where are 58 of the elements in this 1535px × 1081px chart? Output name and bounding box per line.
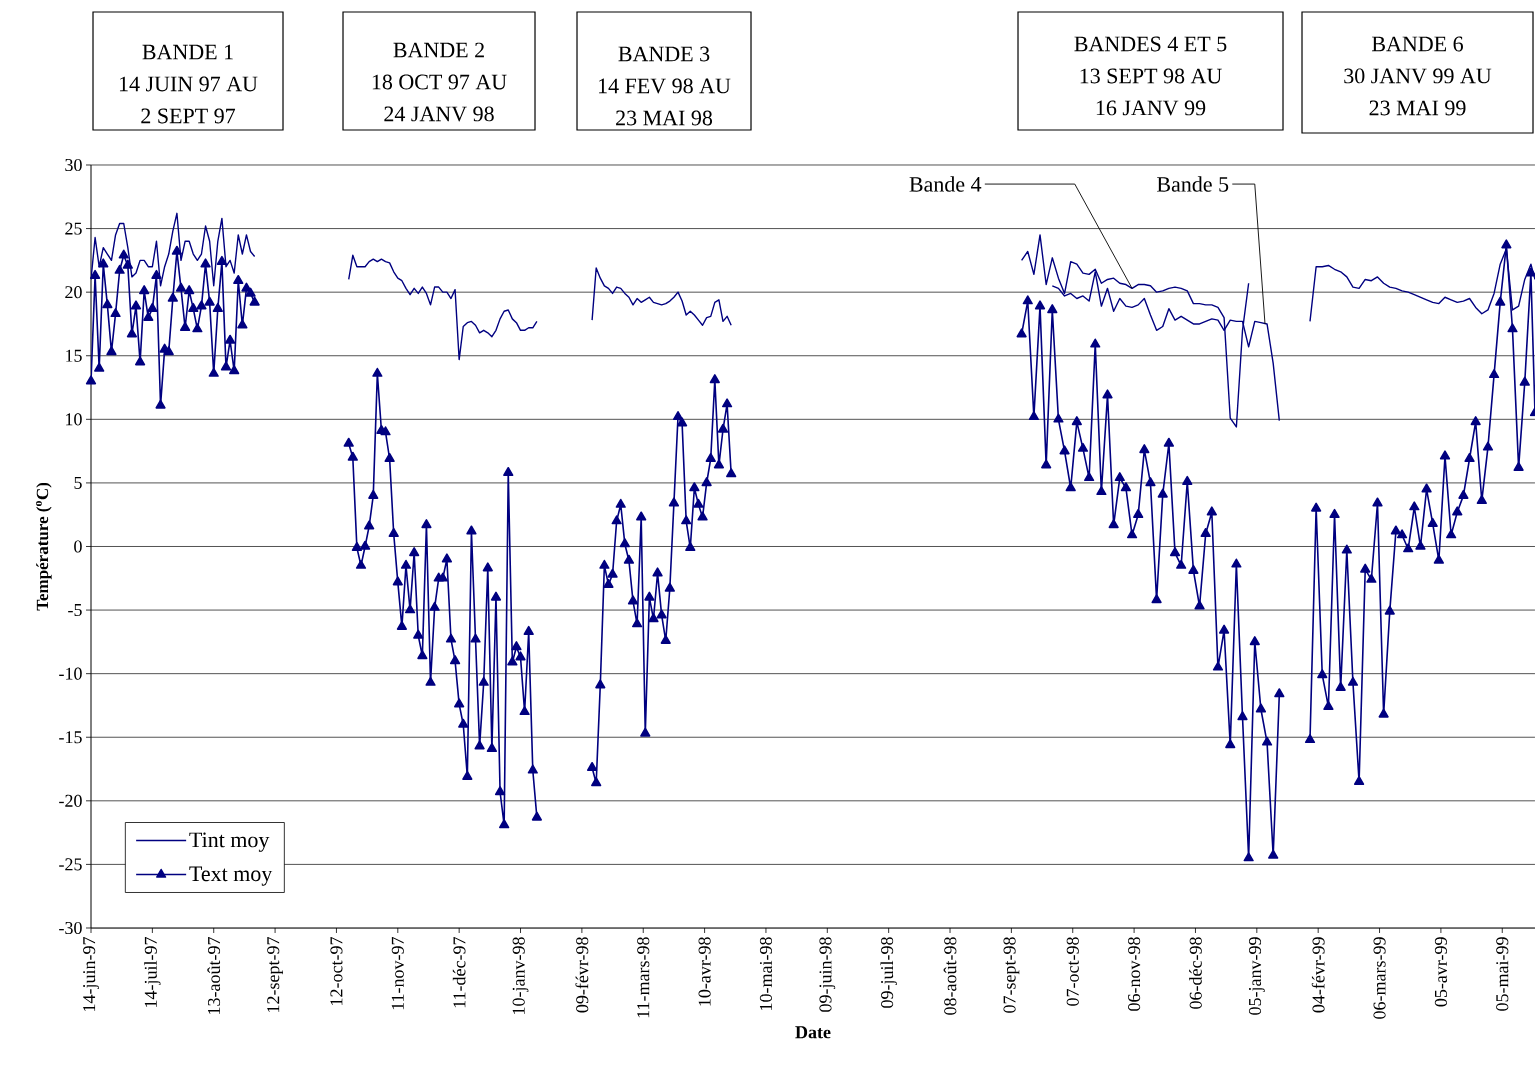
x-tick-label: 06-nov-98	[1128, 937, 1141, 1011]
text: BANDE 6	[1372, 36, 1463, 52]
y-tick-label: 15	[66, 349, 82, 362]
x-tick-label: 12-oct-97	[330, 937, 343, 1005]
text: 23 MAI 98	[616, 110, 713, 126]
x-tick-label: 10-avr-98	[698, 937, 711, 1006]
text: 30 JANV 99 AU	[1344, 68, 1492, 84]
y-tick-label: -15	[59, 731, 82, 744]
y-tick-label: 5	[74, 476, 82, 489]
y-tick-label: -25	[59, 858, 82, 871]
text: 2 SEPT 97	[141, 108, 236, 124]
x-tick-label: 10-janv-98	[512, 937, 529, 1014]
x-tick-label: 10-mai-98	[759, 937, 773, 1010]
x-tick-label: 14-juin-97	[83, 937, 99, 1011]
text: 14 FEV 98 AU	[599, 78, 731, 94]
x-tick-label: 06-déc-98	[1189, 937, 1202, 1009]
x-tick-label: 08-août-98	[943, 937, 957, 1015]
text: 14 JUIN 97 AU	[119, 76, 258, 92]
text: BANDE 2	[393, 42, 484, 58]
x-tick-label: 05-mai-99	[1496, 937, 1509, 1011]
legend-label: Text moy	[189, 866, 273, 886]
x-tick-label: 12-sept-97	[267, 937, 283, 1012]
x-tick-label: 09-févr-98	[575, 937, 589, 1013]
text: BANDE 3	[618, 46, 710, 62]
y-tick-label: 0	[74, 540, 82, 553]
y-tick-label: -10	[59, 667, 82, 680]
x-tick-label: 06-mars-99	[1373, 937, 1386, 1019]
text: BANDES 4 ET 5	[1074, 36, 1227, 52]
x-tick-label: 05-janv-99	[1248, 937, 1265, 1015]
x-tick-label: 09-juil-98	[880, 937, 897, 1008]
y-axis-title: Température ($^{o}$C)	[36, 482, 52, 611]
x-tick-label: 04-févr-99	[1311, 937, 1325, 1013]
text: 23 MAI 99	[1369, 100, 1466, 116]
y-tick-label: -5	[68, 604, 82, 617]
text: 13 SEPT 98 AU	[1080, 68, 1222, 84]
x-tick-label: 13-août-97	[207, 937, 221, 1014]
legend-label: Tint moy	[189, 832, 270, 852]
text: 24 JANV 98	[384, 106, 494, 122]
x-tick-label: 11-déc-97	[452, 937, 466, 1008]
x-tick-label: 09-juin-98	[819, 937, 836, 1012]
x-axis-title: Date	[795, 1026, 831, 1039]
y-tick-label: 25	[65, 222, 82, 235]
x-tick-label: 07-oct-98	[1066, 937, 1079, 1006]
annotation: Bande 4	[909, 176, 982, 192]
x-tick-label: 11-nov-97	[391, 937, 404, 1010]
y-tick-label: -30	[59, 921, 82, 935]
y-tick-label: 10	[66, 413, 82, 426]
text: BANDE 1	[142, 44, 233, 60]
text: 18 OCT 97 AU	[372, 74, 507, 90]
y-tick-label: 30	[65, 158, 82, 172]
y-tick-label: 20	[65, 286, 82, 299]
y-tick-label: -20	[59, 794, 82, 807]
annotation: Bande 5	[1157, 176, 1229, 192]
x-tick-label: 05-avr-99	[1434, 937, 1447, 1007]
x-tick-label: 14-juil-97	[144, 937, 161, 1007]
x-tick-label: 07-sept-98	[1003, 937, 1020, 1013]
text: 16 JANV 99	[1096, 100, 1206, 116]
x-tick-label: 11-mars-98	[637, 937, 650, 1018]
